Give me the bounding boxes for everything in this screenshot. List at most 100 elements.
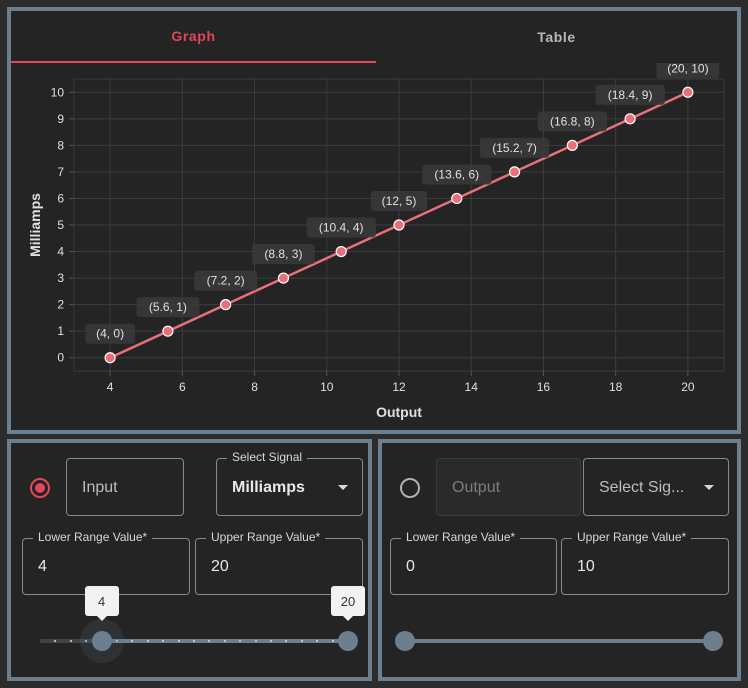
y-tick-label: 1: [57, 324, 64, 338]
slider-upper-value-label: 20: [331, 586, 365, 621]
x-tick-label: 6: [179, 380, 186, 394]
slider-tick: [146, 640, 149, 642]
input-range-slider[interactable]: 4 20: [40, 586, 365, 663]
input-name-placeholder: Input: [82, 479, 118, 496]
slider-tick: [300, 640, 303, 642]
slider-tick: [85, 640, 88, 642]
data-label: (16.8, 8): [550, 114, 595, 128]
y-tick-label: 6: [57, 191, 64, 205]
input-name-field[interactable]: Input: [66, 458, 184, 516]
graph-panel: Graph Table 4 6 8 10 12 14 16 18 20 0 1 2 3 4 5 6 7 8 9 10 O…: [7, 7, 741, 434]
data-point: [682, 86, 694, 98]
output-range-slider[interactable]: [395, 621, 723, 661]
y-tick-label: 3: [57, 271, 64, 285]
data-label: (13.6, 6): [434, 167, 479, 181]
output-upper-range-field[interactable]: Upper Range Value* 10: [561, 530, 729, 595]
x-tick-label: 12: [392, 380, 406, 394]
slider-upper-thumb[interactable]: [703, 631, 723, 651]
data-label-bg: [537, 111, 608, 132]
input-radio[interactable]: [30, 478, 50, 498]
output-upper-value: 10: [577, 558, 595, 575]
y-tick-label: 8: [57, 138, 64, 152]
data-point: [162, 325, 174, 337]
slider-tick: [331, 640, 334, 642]
x-axis-label: Output: [376, 404, 422, 420]
x-tick-label: 16: [537, 380, 551, 394]
output-panel: Output Select Sig... Lower Range Value* …: [378, 439, 741, 681]
slider-tick: [208, 640, 211, 642]
data-label-bg: [136, 297, 200, 318]
x-tick-label: 8: [251, 380, 258, 394]
chevron-down-icon: [704, 485, 714, 490]
data-label: (10.4, 4): [319, 221, 364, 235]
data-point: [451, 192, 463, 205]
output-upper-legend: Upper Range Value*: [572, 530, 692, 544]
slider-tick: [193, 640, 195, 642]
data-label-bg: [194, 270, 258, 291]
slider-tick: [223, 640, 226, 642]
output-signal-select[interactable]: Select Sig...: [583, 458, 729, 516]
data-label: (15.2, 7): [492, 141, 537, 155]
y-tick-label: 9: [57, 112, 64, 126]
slider-upper-thumb[interactable]: [338, 631, 358, 651]
x-tick-label: 20: [681, 380, 695, 394]
y-tick-label: 0: [57, 351, 64, 365]
view-tabs: Graph Table: [11, 11, 737, 63]
y-tick-label: 7: [57, 165, 64, 179]
y-tick-label: 5: [57, 218, 64, 232]
y-tick-label: 2: [57, 298, 64, 312]
output-lower-value: 0: [406, 558, 415, 575]
data-label: (4, 0): [96, 327, 124, 341]
slider-tick: [239, 640, 242, 642]
data-label: (8.8, 3): [264, 247, 302, 261]
x-tick-label: 4: [107, 380, 114, 394]
data-point: [566, 139, 578, 151]
slider-lower-thumb[interactable]: [91, 631, 112, 651]
x-tick-label: 14: [465, 380, 479, 394]
data-label-bg: [85, 323, 135, 344]
input-upper-legend: Upper Range Value*: [206, 530, 326, 544]
tab-table[interactable]: Table: [537, 29, 576, 45]
x-tick-label: 18: [609, 380, 623, 394]
output-name-field[interactable]: Output: [436, 458, 581, 516]
slider-tick: [131, 640, 134, 642]
data-point: [277, 272, 290, 284]
slider-tick: [116, 640, 118, 642]
data-point: [220, 299, 232, 311]
data-label-bg: [656, 63, 720, 79]
output-lower-range-field[interactable]: Lower Range Value* 0: [390, 530, 557, 595]
output-radio[interactable]: [400, 478, 420, 498]
slider-tick: [316, 640, 319, 642]
slider-lower-value-label: 4: [84, 586, 119, 621]
input-lower-legend: Lower Range Value*: [33, 530, 153, 544]
tab-graph[interactable]: Graph: [11, 11, 376, 63]
slider-tick: [54, 640, 57, 642]
input-signal-value: Milliamps: [232, 479, 305, 496]
data-label: (18.4, 9): [608, 88, 653, 102]
output-name-placeholder: Output: [452, 479, 501, 496]
slider-tick: [254, 640, 257, 642]
slider-track-active: [405, 639, 713, 643]
y-axis-label: Milliamps: [27, 193, 43, 257]
data-point: [508, 166, 521, 178]
data-label: (7.2, 2): [207, 274, 245, 288]
input-signal-select[interactable]: Select Signal Milliamps: [216, 450, 363, 516]
data-point: [624, 113, 636, 125]
data-point: [393, 219, 405, 231]
output-lower-legend: Lower Range Value*: [401, 530, 521, 544]
data-label-bg: [306, 217, 376, 238]
slider-tick: [69, 640, 72, 642]
input-lower-range-field[interactable]: Lower Range Value* 4: [22, 530, 190, 595]
slider-lower-thumb[interactable]: [395, 631, 415, 651]
slider-tick: [285, 640, 288, 642]
x-tick-label: 10: [320, 380, 334, 394]
input-signal-legend: Select Signal: [227, 450, 308, 464]
conversion-chart: 4 6 8 10 12 14 16 18 20012345678910OutputMilliam…: [27, 63, 725, 420]
input-upper-range-field[interactable]: Upper Range Value* 20: [195, 530, 363, 595]
y-tick-label: 10: [51, 85, 65, 99]
data-label-bg: [252, 244, 315, 265]
data-label: (12, 5): [382, 194, 417, 208]
y-tick-label: 4: [57, 245, 64, 259]
input-lower-value: 4: [38, 558, 47, 575]
data-label-bg: [595, 84, 665, 105]
